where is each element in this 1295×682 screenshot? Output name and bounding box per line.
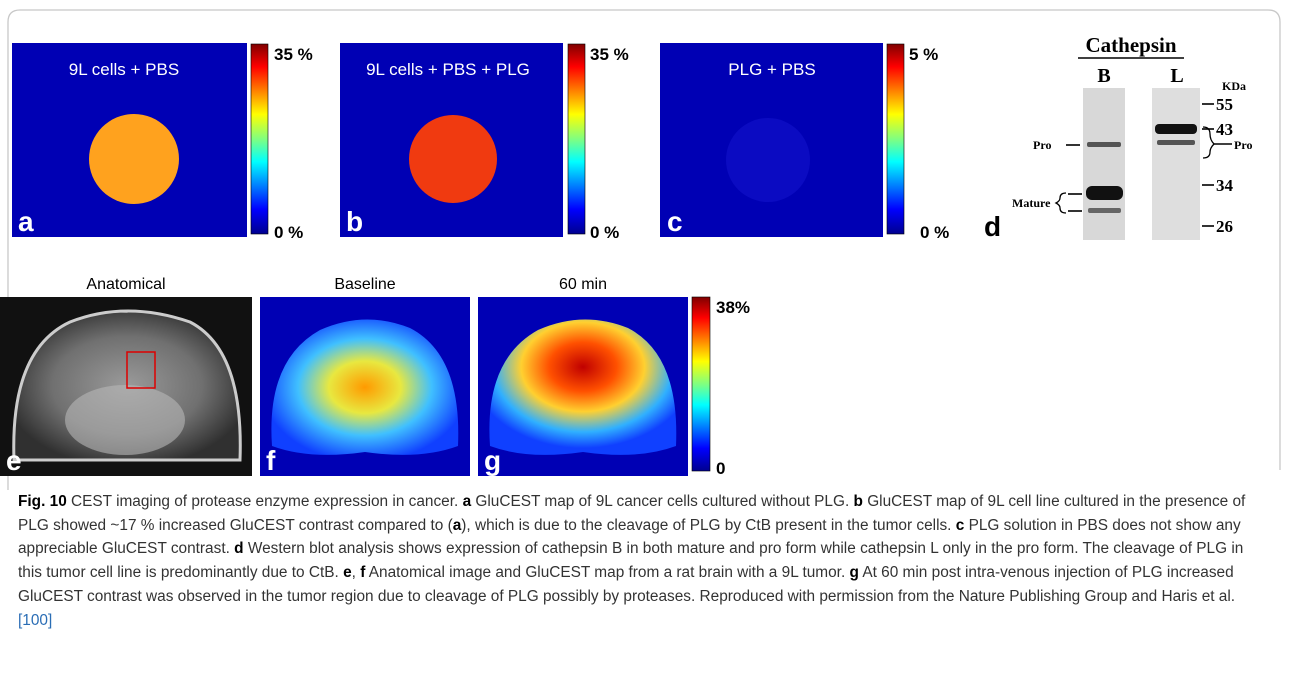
figure-caption: Fig. 10 CEST imaging of protease enzyme …: [18, 490, 1270, 632]
band: [1086, 186, 1123, 200]
blot-lane: [1083, 88, 1125, 240]
panel-g: 60 min g 38% 0: [478, 276, 750, 478]
colorbar: [692, 297, 710, 471]
mature-label: Mature: [1012, 196, 1051, 210]
scale-max: 5 %: [909, 45, 938, 64]
colorbar: [251, 44, 268, 234]
cell-region: [89, 114, 179, 204]
caption-ref: e: [343, 564, 352, 581]
citation-link[interactable]: [100]: [18, 612, 52, 629]
panel-letter: g: [484, 445, 501, 476]
panel-letter: e: [6, 445, 22, 476]
unit-label: KDa: [1222, 79, 1246, 93]
brain-structure: [65, 385, 185, 455]
caption-text: GluCEST map of 9L cancer cells cultured …: [471, 493, 853, 510]
caption-text: CEST imaging of protease enzyme expressi…: [67, 493, 463, 510]
pro-label: Pro: [1234, 138, 1252, 152]
caption-text: ), which is due to the cleavage of PLG b…: [461, 517, 955, 534]
cell-region: [726, 118, 810, 202]
caption-ref: d: [234, 540, 243, 557]
scale-min: 0 %: [920, 223, 949, 242]
pro-label: Pro: [1033, 138, 1051, 152]
lane-label: B: [1097, 65, 1110, 87]
panel-title: 60 min: [559, 276, 607, 293]
band: [1157, 140, 1195, 145]
panel-title: 9L cells + PBS + PLG: [366, 60, 530, 79]
scale-min: 0 %: [274, 223, 303, 242]
caption-ref: g: [850, 564, 859, 581]
caption-text: ,: [352, 564, 361, 581]
blot-title: Cathepsin: [1085, 33, 1176, 57]
panel-b: 9L cells + PBS + PLG b 35 % 0 %: [340, 43, 629, 242]
page: 9L cells + PBS a 35 % 0 % 9L cells + PBS…: [0, 0, 1295, 682]
panel-letter: c: [667, 206, 683, 237]
panel-d: Cathepsin B L KDa 55 43 34 26 Pro Pro Ma…: [984, 33, 1252, 242]
panel-title: 9L cells + PBS: [69, 60, 179, 79]
scale-max: 35 %: [590, 45, 629, 64]
panel-title: Baseline: [334, 276, 395, 293]
marker-label: 55: [1216, 95, 1233, 114]
figure: 9L cells + PBS a 35 % 0 % 9L cells + PBS…: [0, 0, 1295, 490]
caption-ref: a: [453, 517, 462, 534]
panel-letter: a: [18, 206, 34, 237]
panel-a: 9L cells + PBS a 35 % 0 %: [12, 43, 313, 242]
scale-min: 0 %: [590, 223, 619, 242]
marker-label: 26: [1216, 217, 1233, 236]
panel-c: PLG + PBS c 5 % 0 %: [660, 43, 949, 242]
cell-region: [409, 115, 497, 203]
scale-min: 0: [716, 459, 725, 478]
band: [1087, 142, 1121, 147]
panel-letter: f: [266, 445, 276, 476]
colorbar: [568, 44, 585, 234]
band: [1088, 208, 1121, 213]
caption-ref: a: [463, 493, 472, 510]
panel-e: Anatomical e: [0, 276, 252, 476]
panel-title: PLG + PBS: [728, 60, 815, 79]
scale-max: 35 %: [274, 45, 313, 64]
panel-title: Anatomical: [86, 276, 165, 293]
brace: [1203, 127, 1214, 158]
blot-lane: [1152, 88, 1200, 240]
caption-text: Anatomical image and GluCEST map from a …: [365, 564, 849, 581]
marker-label: 34: [1216, 176, 1234, 195]
colorbar: [887, 44, 904, 234]
panel-letter: b: [346, 206, 363, 237]
scale-max: 38%: [716, 298, 750, 317]
panel-letter: d: [984, 211, 1001, 242]
lane-label: L: [1170, 65, 1183, 87]
band: [1155, 124, 1197, 134]
marker-label: 43: [1216, 120, 1233, 139]
brace: [1056, 193, 1066, 213]
caption-ref: b: [854, 493, 863, 510]
panel-f: Baseline f: [260, 276, 470, 476]
caption-label: Fig. 10: [18, 493, 67, 510]
